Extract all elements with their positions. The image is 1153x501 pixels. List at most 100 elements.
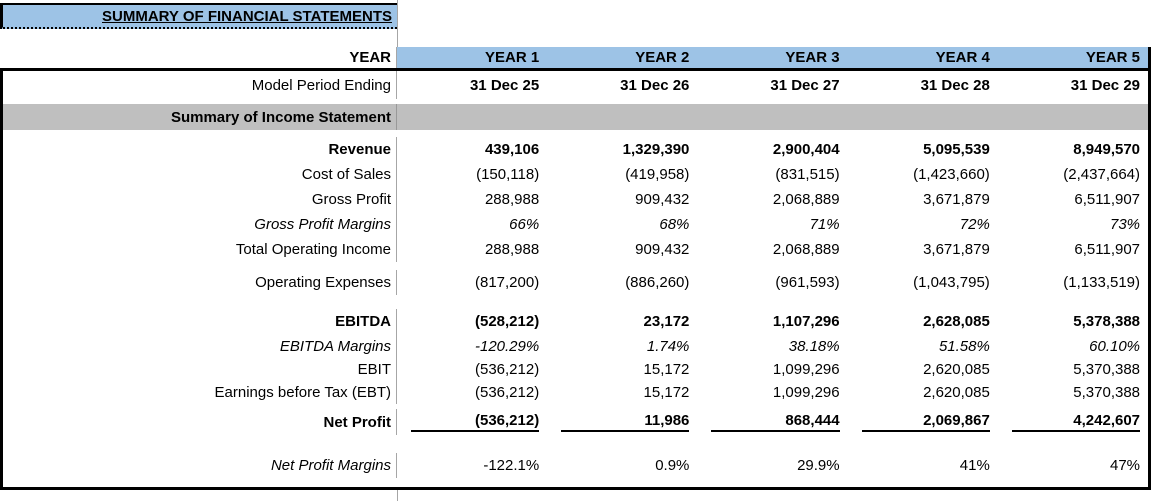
value-cell: 2,068,889	[772, 191, 840, 208]
value-cell: 5,378,388	[1073, 313, 1141, 330]
value-cell: 31 Dec 28	[920, 76, 990, 94]
value-cell: 2,620,085	[923, 384, 990, 401]
row-label: Revenue	[3, 137, 397, 162]
table-row: Gross Profit Margins 66% 68% 71% 72% 73%	[3, 212, 1148, 237]
value-cell: 29.9%	[797, 457, 840, 474]
row-label: EBITDA Margins	[3, 334, 397, 358]
underlined-value: 11,986	[561, 412, 690, 432]
value-cell: (831,515)	[775, 166, 840, 183]
value-cell: 31 Dec 29	[1070, 76, 1141, 94]
value-cell: 68%	[659, 216, 690, 233]
row-label: Gross Profit Margins	[3, 212, 397, 237]
table-row: Gross Profit 288,988 909,432 2,068,889 3,671…	[3, 187, 1148, 212]
table-row: Model Period Ending 31 Dec 25 31 Dec 26 31 …	[3, 71, 1148, 99]
value-cell: (536,212)	[397, 412, 547, 432]
value-cell: 38.18%	[788, 337, 840, 355]
row-label: Operating Expenses	[3, 270, 397, 295]
value-cell: 15,172	[643, 384, 690, 401]
value-cell: 288,988	[484, 241, 540, 258]
value-cell: 1,329,390	[622, 141, 690, 158]
value-cell: 2,620,085	[923, 361, 990, 378]
year-column-header: YEAR 2	[635, 49, 690, 66]
year-column-header: YEAR 4	[935, 49, 990, 66]
underlined-value: (536,212)	[411, 412, 540, 432]
sheet-title: SUMMARY OF FINANCIAL STATEMENTS	[102, 7, 392, 25]
value-cell: (419,958)	[625, 166, 690, 183]
value-cell: (1,133,519)	[1063, 274, 1141, 291]
value-cell: (961,593)	[775, 274, 840, 291]
table-row: Net Profit Margins -122.1% 0.9% 29.9% 41% 47%	[3, 453, 1148, 478]
row-label: EBIT	[3, 358, 397, 381]
year-axis-label: YEAR	[0, 47, 397, 68]
row-label: Net Profit	[3, 409, 397, 435]
value-cell: 288,988	[484, 191, 540, 208]
row-label: Cost of Sales	[3, 162, 397, 187]
value-cell: 439,106	[484, 141, 540, 158]
underlined-value: 868,444	[711, 412, 840, 432]
value-cell: 66%	[509, 216, 540, 233]
row-label: Earnings before Tax (EBT)	[3, 381, 397, 404]
value-cell: (528,212)	[474, 313, 540, 330]
table-row: EBITDA (528,212) 23,172 1,107,296 2,628,085 5…	[3, 309, 1148, 334]
value-cell: 6,511,907	[1074, 241, 1141, 258]
value-cell: 2,628,085	[923, 313, 990, 330]
table-row: Earnings before Tax (EBT) (536,212) 15,172…	[3, 381, 1148, 404]
value-cell: 47%	[1109, 457, 1141, 474]
value-cell: -120.29%	[474, 337, 540, 355]
value-cell: 73%	[1109, 216, 1141, 233]
value-cell: 31 Dec 26	[620, 76, 690, 94]
value-cell: 1,099,296	[772, 361, 840, 378]
value-cell: 11,986	[547, 412, 697, 432]
table-row: Net Profit (536,212) 11,986 868,444 2,069,86…	[3, 409, 1148, 435]
value-cell: 0.9%	[655, 457, 690, 474]
value-cell: -122.1%	[483, 457, 540, 474]
value-cell: 23,172	[643, 313, 690, 330]
value-cell: 4,242,607	[998, 412, 1148, 432]
year-header-row: YEAR YEAR 1 YEAR 2 YEAR 3 YEAR 4 YEAR 5	[0, 47, 1151, 68]
value-cell: 15,172	[643, 361, 690, 378]
value-cell: (2,437,664)	[1063, 166, 1141, 183]
column-divider-top	[397, 0, 398, 68]
value-cell: 909,432	[635, 191, 690, 208]
value-cell: 3,671,879	[923, 191, 990, 208]
value-cell: 2,900,404	[772, 141, 840, 158]
row-label: Model Period Ending	[3, 71, 397, 99]
row-label: Total Operating Income	[3, 237, 397, 262]
value-cell: 1.74%	[646, 337, 690, 355]
value-cell: 41%	[959, 457, 990, 474]
value-cell: (1,423,660)	[913, 166, 990, 183]
value-cell: 2,068,889	[772, 241, 840, 258]
value-cell: 1,099,296	[772, 384, 840, 401]
table-row: Total Operating Income 288,988 909,432 2,06…	[3, 237, 1148, 262]
row-label: Gross Profit	[3, 187, 397, 212]
value-cell: 31 Dec 27	[770, 76, 840, 94]
value-cell: 71%	[809, 216, 840, 233]
year-column-header: YEAR 3	[785, 49, 840, 66]
year-column-header: YEAR 1	[485, 49, 540, 66]
value-cell: 3,671,879	[923, 241, 990, 258]
table-row: Cost of Sales (150,118) (419,958) (831,515)…	[3, 162, 1148, 187]
table-row: Operating Expenses (817,200) (886,260) (961…	[3, 270, 1148, 295]
value-cell: 909,432	[635, 241, 690, 258]
value-cell: (886,260)	[625, 274, 690, 291]
value-cell: 5,370,388	[1073, 384, 1141, 401]
value-cell: 31 Dec 25	[469, 76, 540, 94]
table-row: Revenue 439,106 1,329,390 2,900,404 5,095,53…	[3, 137, 1148, 162]
value-cell: 5,095,539	[923, 141, 990, 158]
section-band-row: Summary of Income Statement	[3, 104, 1148, 130]
value-cell: 6,511,907	[1074, 191, 1141, 208]
table-row: EBIT (536,212) 15,172 1,099,296 2,620,085 5,3…	[3, 358, 1148, 381]
value-cell: (536,212)	[474, 384, 540, 401]
value-cell: (536,212)	[474, 361, 540, 378]
income-statement-table: Model Period Ending 31 Dec 25 31 Dec 26 31 …	[0, 68, 1151, 490]
value-cell: 5,370,388	[1073, 361, 1141, 378]
value-cell: 51.58%	[938, 337, 990, 355]
value-cell: (1,043,795)	[913, 274, 990, 291]
row-label: EBITDA	[3, 309, 397, 334]
table-row: EBITDA Margins -120.29% 1.74% 38.18% 51.58% 6…	[3, 334, 1148, 358]
value-cell: 72%	[959, 216, 990, 233]
row-label: Summary of Income Statement	[3, 104, 397, 130]
underlined-value: 4,242,607	[1011, 412, 1141, 432]
year-column-header: YEAR 5	[1085, 49, 1141, 66]
value-cell: 8,949,570	[1073, 141, 1141, 158]
